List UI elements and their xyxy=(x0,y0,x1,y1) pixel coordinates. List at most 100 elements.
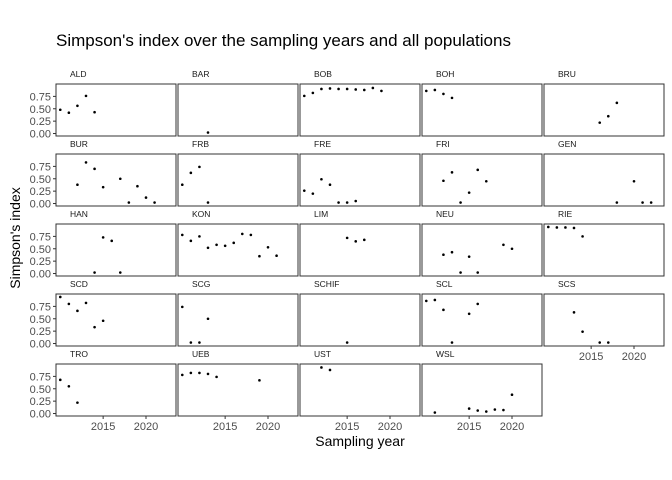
data-point xyxy=(442,308,445,312)
data-point xyxy=(93,167,96,171)
data-point xyxy=(345,236,349,240)
facet-panel-border xyxy=(299,363,421,417)
data-point xyxy=(649,201,653,204)
facet-panel-border xyxy=(299,223,421,277)
facet-panel-border xyxy=(299,83,421,137)
facet-panel-scd: SCD 0.000.250.500.75 xyxy=(30,279,177,351)
data-point xyxy=(84,161,88,164)
data-point xyxy=(450,250,454,254)
x-axis-tick-label: 2020 xyxy=(134,421,158,433)
data-point xyxy=(371,86,375,90)
facet-panel-lim: LIM xyxy=(299,209,421,277)
facet-panel-border xyxy=(543,83,665,137)
facet-strip-label: FRB xyxy=(192,139,209,149)
facet-panel-border xyxy=(177,83,299,137)
data-point xyxy=(180,233,184,237)
y-axis-tick-label: 0.25 xyxy=(30,396,51,408)
data-point xyxy=(484,179,488,183)
x-axis-tick-label: 2015 xyxy=(335,421,359,433)
data-point xyxy=(84,94,88,98)
data-point xyxy=(450,96,454,100)
data-point xyxy=(258,379,261,382)
data-point xyxy=(424,299,428,303)
data-point xyxy=(476,168,480,172)
data-point xyxy=(510,247,514,251)
x-axis-tick-label: 2020 xyxy=(500,421,524,433)
data-point xyxy=(110,239,114,243)
data-point xyxy=(433,88,437,92)
data-point xyxy=(345,341,349,344)
facet-panel-border xyxy=(421,363,543,417)
y-axis-tick-label: 0.50 xyxy=(30,104,51,116)
data-point xyxy=(266,245,270,249)
facet-strip-label: ALD xyxy=(70,69,87,79)
data-point xyxy=(258,254,261,258)
facet-strip-label: BOH xyxy=(436,69,454,79)
data-point xyxy=(180,305,184,309)
x-axis-tick-label: 2015 xyxy=(91,421,115,433)
y-axis-tick-label: 0.50 xyxy=(30,244,51,256)
data-point xyxy=(345,87,349,91)
facet-panel-frb: FRB xyxy=(177,139,299,207)
data-point xyxy=(328,87,332,90)
data-point xyxy=(502,408,505,412)
data-point xyxy=(206,131,210,134)
data-point xyxy=(58,295,62,299)
facet-strip-label: HAN xyxy=(70,209,88,219)
y-axis-tick-label: 0.25 xyxy=(30,256,51,268)
data-point xyxy=(641,201,644,204)
data-point xyxy=(76,401,79,404)
data-point xyxy=(67,111,71,115)
y-axis-tick-label: 0.25 xyxy=(30,326,51,338)
data-point xyxy=(442,253,445,257)
facet-strip-label: FRI xyxy=(436,139,450,149)
x-axis-tick-label: 2015 xyxy=(457,421,481,433)
data-point xyxy=(189,371,193,375)
facet-strip-label: RIE xyxy=(558,209,573,219)
data-point xyxy=(76,309,79,313)
data-point xyxy=(67,302,71,306)
facet-panel-border xyxy=(543,223,665,277)
data-point xyxy=(467,312,471,316)
data-point xyxy=(354,240,358,243)
facet-strip-label: KON xyxy=(192,209,210,219)
facet-strip-label: SCG xyxy=(192,279,210,289)
data-point xyxy=(493,408,497,411)
facet-panel-neu: NEU xyxy=(421,209,543,277)
facet-strip-label: SCHIF xyxy=(314,279,340,289)
facet-panel-rie: RIE xyxy=(543,209,665,277)
data-point xyxy=(380,89,383,93)
data-point xyxy=(564,226,567,229)
data-point xyxy=(433,298,437,302)
facet-panel-boh: BOH xyxy=(421,69,543,137)
y-axis-tick-label: 0.75 xyxy=(30,301,51,313)
facet-panel-border xyxy=(543,293,665,347)
data-point xyxy=(424,89,428,93)
facet-panel-bur: BUR 0.000.250.500.75 xyxy=(30,139,177,211)
facet-strip-label: WSL xyxy=(436,349,455,359)
facet-panel-border xyxy=(177,223,299,277)
data-point xyxy=(240,232,244,236)
y-axis-tick-label: 0.50 xyxy=(30,174,51,186)
facet-strip-label: TRO xyxy=(70,349,88,359)
data-point xyxy=(311,91,315,95)
facet-panel-border xyxy=(55,83,177,137)
facet-panel-border xyxy=(55,363,177,417)
facet-panel-ueb: UEB 2015 2020 xyxy=(177,349,299,433)
data-point xyxy=(459,271,462,274)
facet-panel-kon: KON xyxy=(177,209,299,277)
data-point xyxy=(450,341,454,344)
facet-strip-label: NEU xyxy=(436,209,454,219)
data-point xyxy=(442,179,445,183)
facet-panel-ust: UST 2015 2020 xyxy=(299,349,421,433)
data-point xyxy=(189,239,193,243)
data-point xyxy=(354,88,358,91)
data-point xyxy=(467,191,471,194)
facet-panel-border xyxy=(177,293,299,347)
y-axis-tick-label: 0.25 xyxy=(30,186,51,198)
facet-strip-label: LIM xyxy=(314,209,328,219)
data-point xyxy=(328,183,332,187)
data-point xyxy=(546,225,550,229)
facet-panel-fre: FRE xyxy=(299,139,421,207)
